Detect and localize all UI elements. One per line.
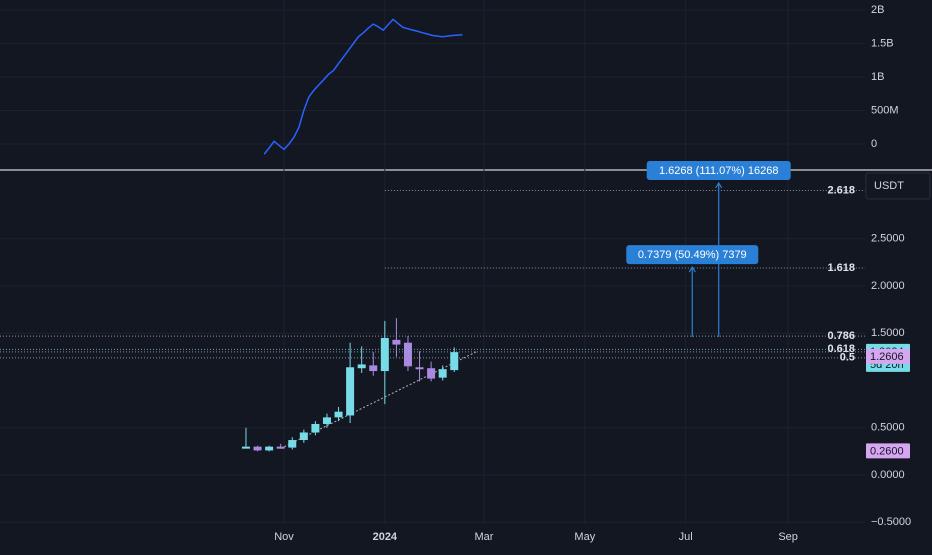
unit-label-box[interactable]	[865, 172, 931, 200]
top-y-tick-label: 1.5B	[871, 37, 894, 49]
candle-body	[299, 432, 308, 441]
candle-body	[288, 440, 297, 448]
marker-1-tag	[866, 348, 910, 364]
x-tick-label: Sep	[778, 531, 798, 543]
candle-body	[357, 364, 366, 369]
price-y-tick-label: −0.5000	[871, 516, 911, 528]
fib-level-label: 0.5	[840, 352, 855, 364]
candle-body	[311, 423, 320, 433]
candle-body	[334, 411, 343, 418]
candle-body	[241, 446, 250, 449]
x-tick-label: Nov	[274, 531, 294, 543]
marker-2-tag	[866, 443, 910, 459]
candle-body	[403, 342, 412, 367]
candle-body	[276, 446, 285, 449]
candle-body	[450, 352, 459, 371]
candle-body	[322, 417, 331, 424]
measure-label-box[interactable]	[646, 160, 791, 180]
measure-arrow-head	[715, 181, 723, 189]
candle-body	[346, 367, 355, 416]
price-y-tick-label: 2.0000	[871, 280, 905, 292]
fib-level-label: 2.618	[827, 184, 855, 196]
candle-body	[427, 368, 436, 379]
indicator-line	[263, 18, 463, 155]
top-y-tick-label: 500M	[871, 104, 899, 116]
top-y-tick-label: 2B	[871, 4, 884, 16]
price-y-tick-label: 0.0000	[871, 469, 905, 481]
candle-body	[253, 446, 262, 451]
top-y-tick-label: 1B	[871, 71, 884, 83]
candle-body	[265, 446, 274, 451]
price-y-tick-label: 2.5000	[871, 233, 905, 245]
x-tick-label: May	[574, 531, 595, 543]
candle-body	[438, 369, 447, 378]
fib-level-label: 1.618	[827, 262, 855, 274]
marker-1-label: 1.2606	[870, 351, 904, 363]
x-tick-label: 2024	[373, 531, 398, 543]
x-tick-label: Mar	[475, 531, 494, 543]
measure-label: 1.6268 (111.07%) 16268	[659, 165, 778, 177]
price-y-tick-label: 1.5000	[871, 327, 905, 339]
candle-body	[415, 367, 424, 370]
x-tick-label: Jul	[679, 531, 693, 543]
candle-body	[392, 339, 401, 345]
marker-2-label: 0.2600	[870, 445, 904, 457]
fib-level-label: 0.786	[827, 330, 855, 342]
measure-arrow-head	[688, 265, 696, 273]
measure-label: 0.7379 (50.49%) 7379	[638, 249, 747, 261]
top-y-tick-label: 0	[871, 138, 877, 150]
price-y-tick-label: 0.5000	[871, 422, 905, 434]
candle-body	[369, 365, 378, 372]
unit-label: USDT	[874, 180, 904, 192]
candle-body	[380, 337, 389, 372]
measure-label-box[interactable]	[626, 245, 759, 265]
